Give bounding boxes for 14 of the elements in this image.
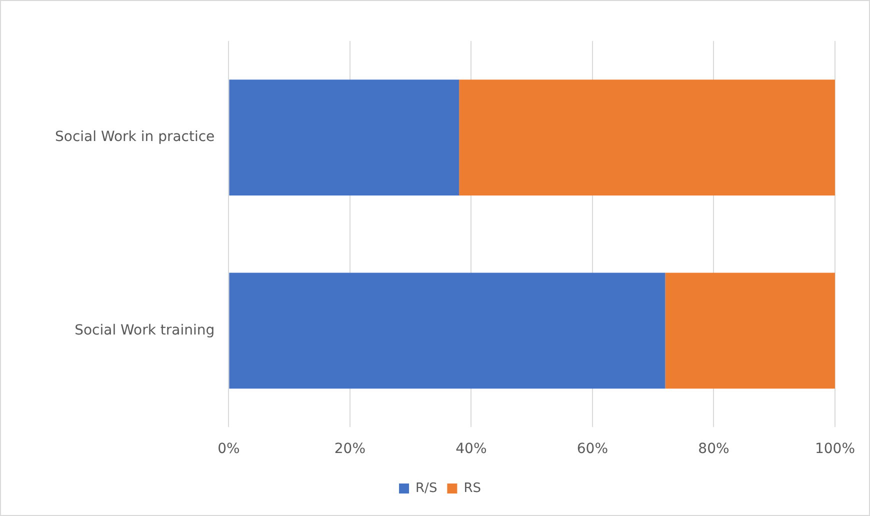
bar	[229, 80, 460, 196]
legend-label: R/S	[416, 480, 438, 496]
x-tick-label: 20%	[334, 441, 366, 458]
bar	[665, 272, 835, 389]
legend-label: RS	[464, 480, 481, 496]
y-tick-label: Social Work training	[74, 322, 215, 338]
y-tick-label: Social Work in practice	[54, 129, 215, 146]
x-tick-label: 0%	[218, 441, 240, 458]
x-tick-label: 40%	[456, 441, 487, 458]
x-tick-label: 100%	[814, 441, 856, 458]
bar	[459, 80, 835, 196]
x-tick-label: 80%	[698, 441, 730, 458]
bar	[229, 272, 666, 389]
x-tick-label: 60%	[576, 441, 608, 458]
